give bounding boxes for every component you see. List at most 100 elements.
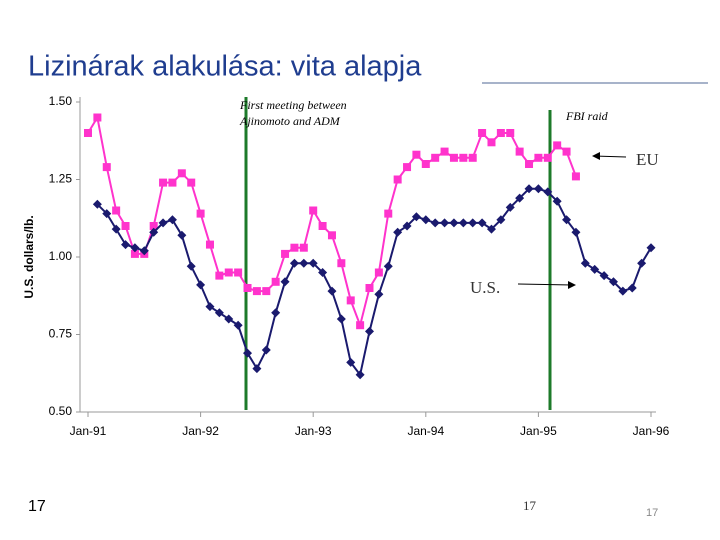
x-tick-label: Jan-91: [70, 424, 107, 438]
y-tick-label: 1.25: [49, 172, 73, 186]
point: [262, 287, 271, 296]
point: [571, 172, 580, 181]
point: [383, 261, 393, 271]
point: [533, 184, 543, 194]
point: [458, 218, 468, 228]
point: [346, 357, 356, 367]
point: [186, 261, 196, 271]
point: [318, 268, 328, 277]
point: [608, 277, 618, 287]
point: [205, 240, 214, 249]
point: [112, 206, 121, 215]
point: [543, 187, 553, 197]
annotation: First meeting between: [239, 98, 347, 112]
annotation: FBI raid: [565, 109, 609, 123]
y-tick-label: 0.50: [49, 404, 73, 418]
point: [365, 326, 374, 336]
point: [149, 222, 158, 230]
point: [308, 258, 318, 268]
page-number: 17: [523, 498, 537, 513]
series-label: EU: [636, 150, 659, 169]
point: [224, 268, 233, 277]
point: [243, 348, 253, 358]
point: [290, 243, 299, 252]
point: [618, 286, 628, 296]
point: [327, 231, 336, 240]
point: [515, 193, 525, 203]
series-label: U.S.: [470, 278, 500, 297]
point: [505, 202, 515, 212]
point: [121, 222, 130, 230]
point: [562, 147, 571, 156]
point: [111, 224, 121, 234]
point: [524, 184, 534, 194]
point: [421, 215, 431, 225]
point: [590, 264, 600, 274]
point: [580, 258, 590, 268]
point: [487, 138, 496, 147]
point: [412, 150, 421, 159]
point: [196, 280, 206, 290]
point: [233, 320, 243, 330]
point: [309, 206, 318, 215]
y-axis-label: U.S. dollars/lb.: [22, 215, 36, 298]
arrow-head: [568, 281, 576, 289]
point: [337, 259, 346, 268]
point: [243, 284, 252, 292]
point: [393, 227, 403, 237]
point: [637, 258, 647, 268]
point: [215, 271, 224, 280]
point: [130, 249, 139, 258]
point: [299, 243, 308, 252]
arrow: [517, 283, 573, 286]
point: [121, 240, 131, 250]
point: [177, 230, 187, 240]
y-tick-label: 0.75: [49, 327, 73, 341]
point: [158, 218, 168, 228]
series-line: [96, 187, 652, 378]
point: [92, 199, 102, 209]
point: [449, 218, 459, 228]
point: [627, 283, 637, 293]
point: [403, 163, 412, 172]
point: [468, 218, 478, 228]
x-tick-label: Jan-92: [182, 424, 219, 438]
point: [168, 178, 177, 187]
point: [646, 243, 656, 253]
point: [159, 178, 168, 187]
page-number: 17: [646, 507, 658, 519]
point: [93, 113, 102, 122]
point: [421, 160, 430, 168]
point: [102, 209, 112, 219]
point: [252, 364, 262, 374]
point: [271, 277, 280, 286]
point: [402, 221, 412, 231]
point: [411, 212, 421, 222]
point: [365, 284, 374, 292]
point: [130, 243, 140, 253]
point: [440, 218, 450, 228]
point: [553, 141, 562, 150]
point: [187, 178, 196, 187]
point: [599, 271, 609, 281]
point: [336, 314, 346, 324]
point: [281, 249, 290, 258]
point: [327, 286, 337, 296]
point: [571, 227, 581, 237]
slide-title: Lizinárak alakulása: vita alapja: [28, 51, 422, 83]
point: [196, 209, 205, 218]
point: [506, 129, 515, 137]
point: [430, 218, 440, 228]
point: [224, 314, 234, 324]
point: [355, 370, 365, 380]
point: [271, 308, 281, 318]
point: [252, 287, 261, 296]
point: [261, 345, 271, 355]
point: [84, 129, 92, 137]
point: [167, 215, 177, 225]
point: [318, 222, 327, 230]
point: [496, 129, 505, 137]
point: [562, 215, 572, 225]
x-tick-label: Jan-95: [520, 424, 557, 438]
